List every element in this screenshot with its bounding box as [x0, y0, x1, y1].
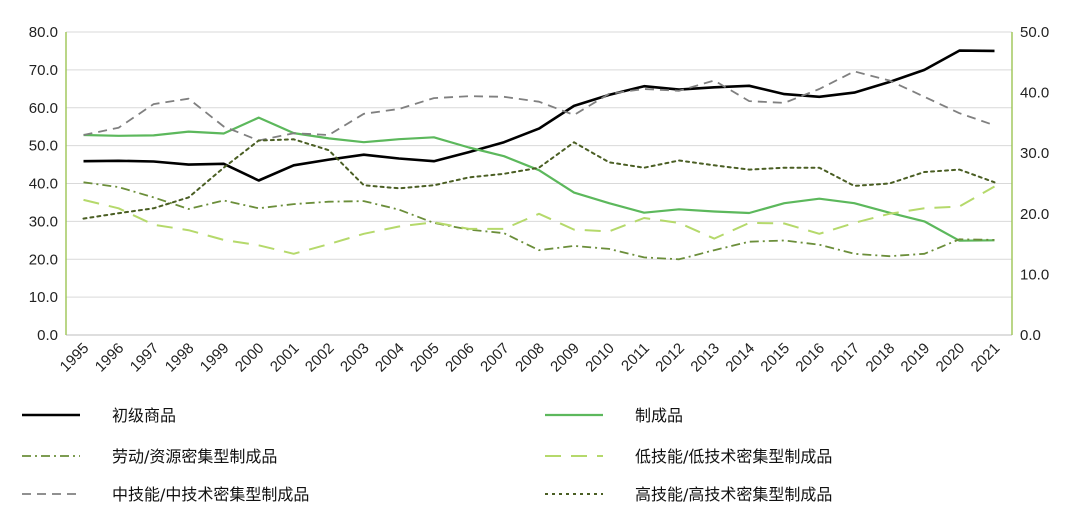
x-tick-label: 2014	[722, 340, 758, 376]
y2-tick-label: 40.0	[1020, 85, 1049, 102]
series-line	[82, 138, 996, 220]
y-tick-label: 80.0	[29, 24, 58, 41]
series-line	[83, 181, 995, 261]
x-tick-label: 1998	[162, 340, 198, 376]
x-tick-label: 2019	[898, 340, 934, 376]
series-line	[83, 49, 995, 182]
y2-tick-label: 50.0	[1020, 24, 1049, 41]
y-tick-label: 70.0	[29, 62, 58, 79]
legend-label: 劳动/资源密集型制成品	[112, 447, 277, 466]
x-tick-label: 2002	[302, 340, 338, 376]
x-tick-label: 2013	[687, 340, 723, 376]
series-line	[83, 116, 995, 242]
x-tick-label: 2006	[442, 340, 478, 376]
y-tick-label: 30.0	[29, 213, 58, 230]
legend-label: 低技能/低技术密集型制成品	[635, 447, 832, 466]
y-tick-label: 50.0	[29, 138, 58, 155]
x-tick-label: 1995	[57, 340, 93, 376]
grid-layer	[66, 31, 1012, 298]
x-tick-label: 2016	[793, 340, 829, 376]
x-tick-label: 1999	[197, 340, 233, 376]
x-tick-label: 2009	[547, 340, 583, 376]
x-tick-label: 2015	[757, 340, 793, 376]
x-tick-label: 2001	[267, 340, 303, 376]
x-tick-label: 2018	[863, 340, 899, 376]
legend-label: 中技能/中技术密集型制成品	[112, 485, 309, 504]
legend-label: 高技能/高技术密集型制成品	[635, 485, 832, 504]
x-tick-label: 2017	[828, 340, 864, 376]
y-tick-label: 40.0	[29, 176, 58, 193]
x-tick-label: 1997	[127, 340, 163, 376]
y-tick-label: 0.0	[37, 327, 58, 344]
legend-label: 制成品	[635, 406, 683, 425]
y2-tick-label: 0.0	[1020, 327, 1041, 344]
x-tick-label: 2004	[372, 340, 408, 376]
y-tick-label: 60.0	[29, 100, 58, 117]
series-layer	[82, 49, 996, 261]
y2-tick-label: 30.0	[1020, 145, 1049, 162]
x-tick-label: 2011	[618, 340, 653, 375]
x-tick-label: 2007	[477, 340, 513, 376]
x-tick-label: 2020	[933, 340, 969, 376]
x-tick-label: 2008	[512, 340, 548, 376]
x-tick-label: 2000	[232, 340, 268, 376]
series-line	[83, 185, 995, 255]
x-tick-label: 2021	[968, 340, 1004, 376]
legend-label: 初级商品	[112, 406, 176, 425]
x-tick-label: 1996	[92, 340, 128, 376]
x-tick-label: 2003	[337, 340, 373, 376]
x-tick-label: 2005	[407, 340, 443, 376]
y-tick-label: 10.0	[29, 289, 58, 306]
x-tick-label: 2012	[652, 340, 688, 376]
x-tick-label: 2010	[582, 340, 618, 376]
series-line	[83, 70, 995, 142]
y2-tick-label: 20.0	[1020, 206, 1049, 223]
y-tick-label: 20.0	[29, 251, 58, 268]
y2-tick-label: 10.0	[1020, 266, 1049, 283]
